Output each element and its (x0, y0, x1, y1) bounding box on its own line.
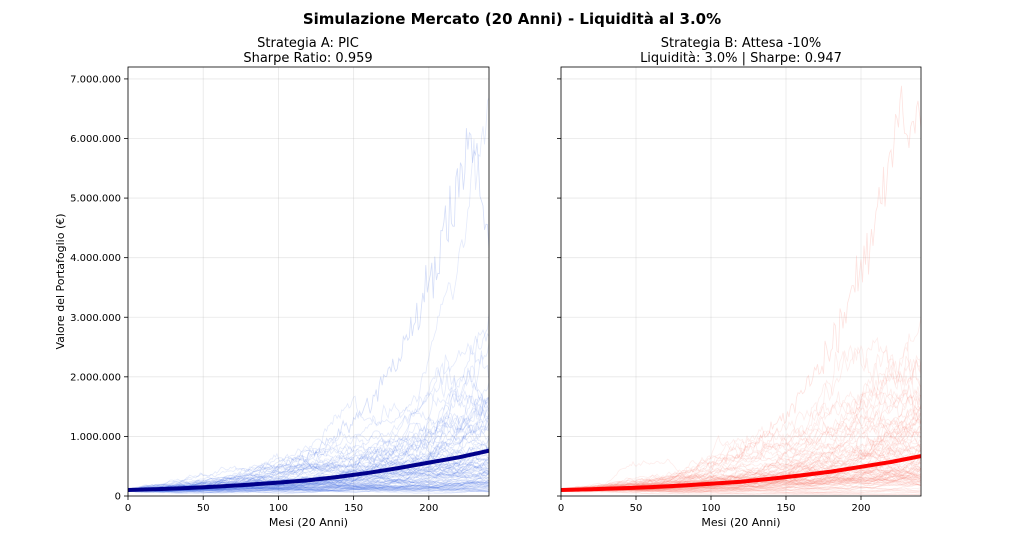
simulation-path (128, 482, 489, 493)
simulation-path (128, 397, 489, 491)
y-tick-label: 7.000.000 (70, 74, 121, 85)
panel-a-simulations (128, 97, 489, 495)
simulation-path (561, 373, 921, 491)
panel-a-xlabel: Mesi (20 Anni) (269, 516, 348, 529)
simulation-path (128, 457, 489, 491)
simulation-path (561, 454, 921, 492)
simulation-path (561, 471, 921, 493)
simulation-path (561, 487, 921, 496)
simulation-path (128, 395, 489, 491)
simulation-path (128, 463, 489, 493)
simulation-path (128, 485, 489, 494)
y-tick-label: 2.000.000 (70, 372, 121, 383)
x-tick-label: 200 (851, 503, 870, 514)
simulation-path (561, 443, 921, 491)
simulation-path (561, 477, 921, 491)
simulation-path (561, 341, 921, 491)
simulation-path (128, 463, 489, 492)
simulation-path (561, 468, 921, 492)
simulation-path (561, 488, 921, 496)
panel-b-frame (560, 66, 922, 497)
x-tick-label: 50 (197, 503, 210, 514)
simulation-path (128, 489, 489, 494)
simulation-path (128, 485, 489, 492)
simulation-path (128, 350, 489, 491)
simulation-path (561, 354, 921, 491)
x-tick-label: 0 (125, 503, 131, 514)
simulation-path (561, 425, 921, 491)
panel-a-median-line (128, 448, 489, 492)
panel-b-simulations (561, 85, 921, 496)
simulation-path (561, 410, 921, 492)
figure-suptitle: Simulazione Mercato (20 Anni) - Liquidit… (303, 10, 721, 28)
x-tick-label: 100 (269, 503, 288, 514)
y-tick-label: 0 (115, 492, 121, 503)
simulation-path (128, 488, 489, 494)
simulation-path (561, 453, 921, 491)
panel-b-xlabel: Mesi (20 Anni) (701, 516, 780, 529)
simulation-path (561, 460, 921, 491)
y-tick-label: 3.000.000 (70, 313, 121, 324)
x-tick-label: 200 (419, 503, 438, 514)
simulation-path (128, 328, 489, 492)
simulation-path (128, 477, 489, 493)
panel-a-ylabel: Valore del Portafoglio (€) (54, 213, 67, 349)
simulation-path (128, 483, 489, 493)
simulation-path (128, 415, 489, 491)
panel-a-title-line1: Strategia A: PIC (257, 36, 359, 51)
simulation-path (561, 354, 921, 492)
x-tick-label: 50 (630, 503, 643, 514)
simulation-path (128, 438, 489, 491)
x-tick-label: 100 (701, 503, 720, 514)
simulation-path (128, 427, 489, 491)
simulation-path (561, 489, 921, 495)
simulation-path (128, 480, 489, 491)
simulation-path (561, 364, 921, 492)
x-tick-label: 0 (558, 503, 564, 514)
panel-a-title-line2: Sharpe Ratio: 0.959 (243, 51, 372, 66)
y-tick-label: 4.000.000 (70, 253, 121, 264)
simulation-path (128, 478, 489, 493)
simulation-path (128, 449, 489, 492)
simulation-path (128, 382, 489, 491)
simulation-path (128, 436, 489, 492)
simulation-path (128, 467, 489, 491)
panel-strategy-b: Strategia B: Attesa -10% Liquidità: 3.0%… (557, 36, 922, 529)
simulation-path (128, 415, 489, 491)
y-tick-label: 1.000.000 (70, 432, 121, 443)
simulation-path (561, 482, 921, 492)
simulation-path (561, 474, 921, 493)
simulation-path (128, 480, 489, 492)
simulation-path (128, 478, 489, 495)
simulation-path (128, 128, 489, 491)
simulation-path (561, 390, 921, 491)
simulation-path (561, 423, 921, 492)
simulation-path (128, 483, 489, 493)
panel-b-title-line2: Liquidità: 3.0% | Sharpe: 0.947 (640, 51, 842, 66)
x-tick-label: 150 (344, 503, 363, 514)
panel-b-title-line1: Strategia B: Attesa -10% (661, 36, 821, 51)
simulation-path (561, 467, 921, 492)
panel-a-frame (127, 66, 490, 497)
simulation-path (561, 468, 921, 493)
simulation-path (128, 472, 489, 493)
simulation-path (561, 426, 921, 492)
simulation-path (128, 485, 489, 492)
y-tick-label: 5.000.000 (70, 194, 121, 205)
simulation-path (128, 442, 489, 491)
y-tick-label: 6.000.000 (70, 134, 121, 145)
simulation-path (128, 422, 489, 491)
simulation-path (128, 456, 489, 491)
simulation-path (128, 342, 489, 491)
simulation-path (561, 85, 921, 491)
x-tick-label: 150 (776, 503, 795, 514)
simulation-path (128, 486, 489, 493)
simulation-path (128, 414, 489, 494)
simulation-path (561, 462, 921, 491)
simulation-path (561, 488, 921, 494)
panel-strategy-a: Strategia A: PIC Sharpe Ratio: 0.959 0 50… (54, 36, 490, 529)
simulation-path (128, 477, 489, 492)
